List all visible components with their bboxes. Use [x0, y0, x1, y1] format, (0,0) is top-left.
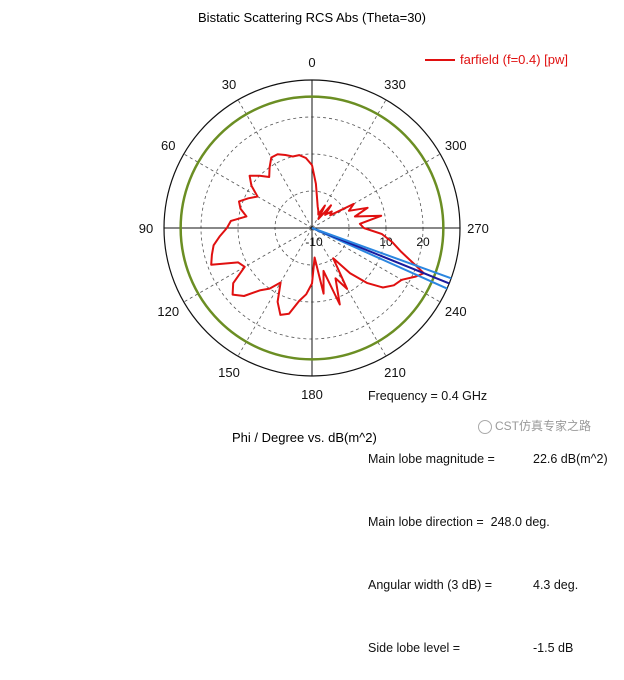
angle-tick-120: 120: [157, 304, 179, 319]
limit-circle-group: [179, 95, 445, 361]
angular-width-row: Angular width (3 dB) = 4.3 deg.: [368, 575, 578, 596]
main-lobe-magnitude-value: 22.6 dB(m^2): [533, 452, 608, 466]
grid-spoke-300: [311, 153, 441, 229]
lobe-edge-high: [311, 227, 452, 280]
angle-tick-300: 300: [445, 138, 467, 153]
main-lobe-direction-text: Main lobe direction = 248.0 deg.: [368, 515, 550, 529]
grid-spoke-120: [183, 227, 313, 303]
watermark-text: CST仿真专家之路: [495, 419, 592, 433]
angle-tick-180: 180: [301, 387, 323, 402]
radial-tick-10: 10: [379, 235, 393, 249]
angle-tick-30: 30: [222, 77, 236, 92]
angle-tick-0: 0: [308, 55, 315, 70]
legend: farfield (f=0.4) [pw]: [425, 52, 568, 67]
legend-label: farfield (f=0.4) [pw]: [460, 52, 568, 67]
main-lobe-magnitude-label: Main lobe magnitude =: [368, 452, 495, 466]
wechat-icon: [478, 419, 492, 434]
angle-tick-240: 240: [445, 304, 467, 319]
grid-spoke-60: [183, 153, 313, 229]
x-axis-label: Phi / Degree vs. dB(m^2): [232, 430, 377, 445]
series-line-0: [210, 153, 425, 316]
angle-tick-330: 330: [384, 77, 406, 92]
angle-tick-90: 90: [139, 221, 153, 236]
info-panel: Frequency = 0.4 GHz Main lobe magnitude …: [368, 344, 608, 680]
grid-spoke-150: [237, 227, 313, 357]
grid-spoke-240: [311, 227, 441, 303]
main-lobe-magnitude-row: Main lobe magnitude = 22.6 dB(m^2): [368, 449, 608, 470]
angle-tick-270: 270: [467, 221, 489, 236]
radial-tick-20: 20: [416, 235, 430, 249]
angular-width-label: Angular width (3 dB) =: [368, 578, 493, 592]
polar-chart: Bistatic Scattering RCS Abs (Theta=30) 0…: [139, 10, 568, 445]
chart-title: Bistatic Scattering RCS Abs (Theta=30): [198, 10, 426, 25]
frequency-text: Frequency = 0.4 GHz: [368, 389, 488, 403]
side-lobe-value: -1.5 dB: [533, 641, 574, 655]
side-lobe-row: Side lobe level = -1.5 dB: [368, 638, 573, 659]
grid-spoke-210: [311, 227, 387, 357]
angle-tick-150: 150: [218, 365, 240, 380]
radial-tick--10: -10: [305, 235, 323, 249]
main-lobe-markers: [311, 227, 452, 290]
angular-width-value: 4.3 deg.: [533, 578, 579, 592]
watermark: CST仿真专家之路: [478, 417, 591, 434]
grid-spoke-30: [237, 99, 313, 229]
side-lobe-label: Side lobe level =: [368, 641, 461, 655]
angle-tick-labels: 0 30 60 90 120 150 180 210 240 270 300 330: [139, 55, 489, 402]
radial-tick-labels: -10 10 20: [305, 235, 430, 249]
series-group: [210, 153, 425, 316]
limit-circle: [179, 95, 445, 361]
angle-tick-60: 60: [161, 138, 175, 153]
angle-tick-210: 210: [384, 365, 406, 380]
